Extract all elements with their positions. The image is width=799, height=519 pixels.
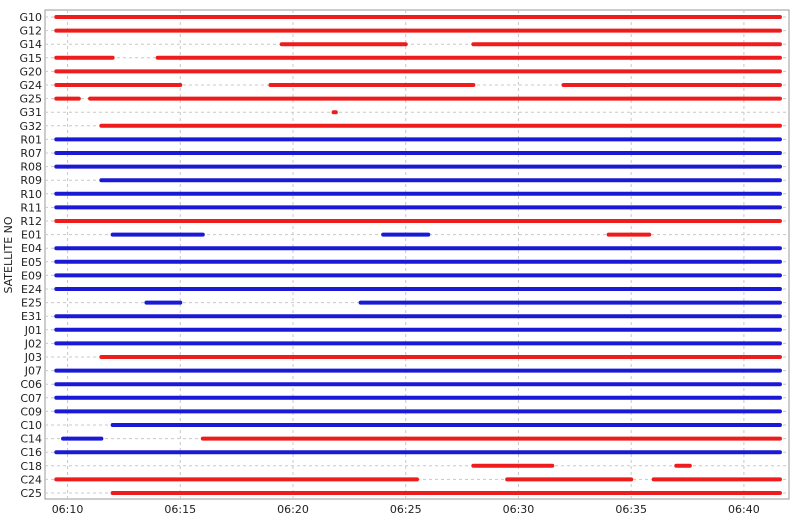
x-tick-label: 06:15 — [164, 503, 196, 516]
satellite-label: C25 — [20, 487, 42, 500]
satellite-label: R09 — [20, 174, 42, 187]
satellite-label: R11 — [20, 201, 42, 214]
satellite-label: J03 — [24, 351, 42, 364]
satellite-label: C10 — [20, 419, 42, 432]
satellite-label: G20 — [19, 65, 42, 78]
satellite-label: G14 — [19, 38, 42, 51]
satellite-label: E09 — [21, 269, 42, 282]
satellite-label: G15 — [19, 52, 42, 65]
satellite-label: E25 — [21, 297, 42, 310]
satellite-label: J01 — [24, 324, 42, 337]
satellite-label: E01 — [21, 229, 42, 242]
satellite-label: J02 — [24, 337, 42, 350]
x-tick-labels: 06:10 06:15 06:20 06:25 06:30 06:35 06:40 — [52, 503, 760, 516]
satellite-label: C06 — [20, 378, 42, 391]
satellite-label: E24 — [21, 283, 42, 296]
y-tick-labels: G10G12G14G15G20G24G25G31G32R01R07R08R09R… — [19, 11, 42, 500]
x-tick-label: 06:25 — [390, 503, 422, 516]
satellite-label: G12 — [19, 25, 42, 38]
x-tick-label: 06:30 — [503, 503, 535, 516]
y-axis-label: SATELLITE NO — [2, 216, 15, 293]
satellite-label: C07 — [20, 392, 42, 405]
satellite-label: R07 — [20, 147, 42, 160]
satellite-label: E04 — [21, 242, 42, 255]
satellite-label: C24 — [20, 473, 42, 486]
satellite-label: R12 — [20, 215, 42, 228]
satellite-label: C16 — [20, 446, 42, 459]
satellite-label: C09 — [20, 405, 42, 418]
x-tick-label: 06:35 — [615, 503, 647, 516]
plot-frame — [44, 9, 790, 500]
satellite-label: C14 — [20, 433, 42, 446]
satellite-tracks — [54, 15, 782, 495]
x-tick-label: 06:20 — [277, 503, 309, 516]
satellite-label: R08 — [20, 161, 42, 174]
satellite-label: C18 — [20, 460, 42, 473]
satellite-label: R10 — [20, 188, 42, 201]
x-tick-label: 06:10 — [52, 503, 84, 516]
satellite-label: G31 — [19, 106, 42, 119]
satellite-label: G25 — [19, 93, 42, 106]
satellite-label: E31 — [21, 310, 42, 323]
satellite-label: G32 — [19, 120, 42, 133]
satellite-label: R01 — [20, 133, 42, 146]
satellite-label: J07 — [24, 365, 42, 378]
satellite-label: G24 — [19, 79, 42, 92]
satellite-label: E05 — [21, 256, 42, 269]
x-tick-label: 06:40 — [728, 503, 760, 516]
satellite-label: G10 — [19, 11, 42, 24]
